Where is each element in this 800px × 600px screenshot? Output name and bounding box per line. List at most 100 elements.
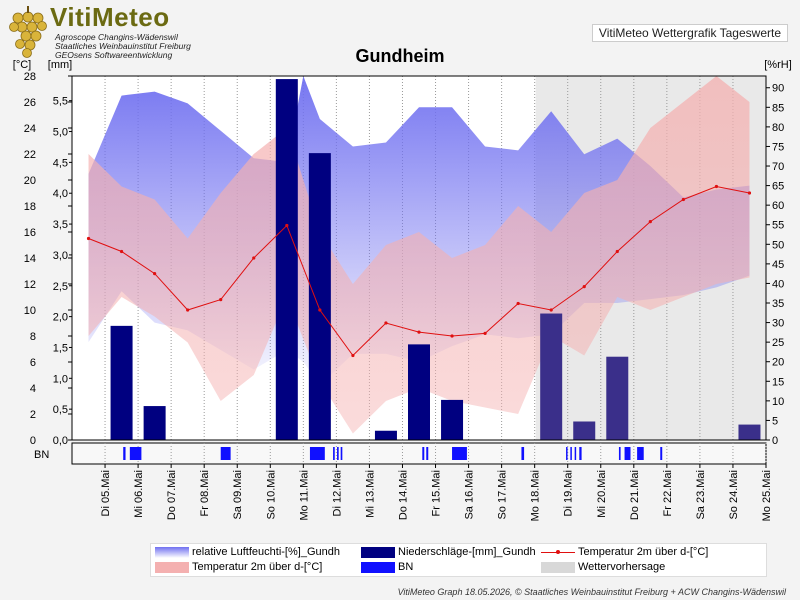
humidity-tick-label: 25 (772, 337, 784, 349)
legend-item-templine: Temperatur 2m über d-[°C] (541, 545, 708, 560)
temperature-point (615, 249, 619, 254)
bn-mark (123, 447, 126, 460)
humidity-tick-label: 70 (772, 161, 784, 173)
vitimeteo-logo: VitiMeteo Agroscope Changins-Wädenswil S… (6, 2, 196, 60)
humidity-tick-label: 65 (772, 181, 784, 193)
temp-tick-label: 16 (24, 227, 36, 239)
temperature-point (318, 308, 322, 312)
date-tick-label: Mo 18.Mai (530, 470, 542, 521)
rain-bar (374, 430, 397, 440)
date-tick-label: Di 05.Mai (100, 470, 112, 516)
temperature-point (582, 285, 586, 289)
humidity-tick-label: 80 (772, 122, 784, 134)
humidity-axis-label: [%rH] (764, 59, 792, 71)
legend-item-bn: BN (361, 560, 413, 575)
date-tick-label: Fr 08.Mai (199, 470, 211, 516)
date-tick-label: So 17.Mai (497, 470, 509, 520)
legend-label: Niederschläge-[mm]_Gundh (398, 546, 536, 558)
date-tick-label: Sa 09.Mai (232, 470, 244, 520)
graph-subtitle: VitiMeteo Wettergrafik Tageswerte (591, 24, 788, 42)
rain-bar (308, 153, 331, 440)
humidity-tick-label: 5 (772, 415, 778, 427)
humidity-tick-label: 90 (772, 83, 784, 95)
temperature-point (417, 330, 421, 334)
bn-mark (422, 447, 425, 460)
date-tick-label: Mo 11.Mai (298, 470, 310, 521)
temperature-point (516, 301, 520, 306)
legend-label: Temperatur 2m über d-[°C] (578, 546, 709, 558)
date-tick-label: Di 12.Mai (331, 470, 343, 516)
humidity-tick-label: 10 (772, 396, 784, 408)
rain-tick-label: 3,0 (53, 250, 68, 262)
temperature-point (119, 249, 124, 254)
bn-mark (340, 447, 343, 460)
temperature-point (252, 256, 256, 260)
humidity-tick-label: 0 (772, 435, 778, 447)
date-tick-label: Do 14.Mai (397, 470, 409, 520)
temperature-point (384, 321, 388, 325)
plot-layer (86, 76, 761, 440)
bn-mark (337, 447, 339, 460)
legend-swatch-humidity (155, 546, 189, 558)
temp-tick-label: 8 (30, 331, 36, 343)
bn-mark (618, 447, 621, 460)
humidity-tick-label: 30 (772, 318, 784, 330)
legend-label: Wettervorhersage (578, 561, 666, 573)
bn-mark (333, 447, 335, 460)
bn-mark (452, 447, 467, 460)
rain-bar (606, 356, 629, 440)
legend-swatch-forecast (541, 561, 575, 573)
bn-mark (129, 447, 142, 460)
humidity-tick-label: 20 (772, 357, 784, 369)
legend-label: Temperatur 2m über d-[°C] (192, 561, 323, 573)
date-tick-label: Mi 13.Mai (364, 470, 376, 518)
temp-tick-label: 20 (24, 175, 36, 187)
humidity-tick-label: 85 (772, 102, 784, 114)
grape-icon (9, 6, 47, 58)
temp-tick-label: 12 (24, 279, 36, 291)
bn-mark (309, 447, 325, 460)
bn-label: BN (34, 449, 49, 461)
temp-tick-label: 10 (24, 305, 36, 317)
rain-tick-label: 5,0 (53, 127, 68, 139)
rain-bar (110, 325, 133, 440)
date-tick-label: Do 21.Mai (629, 470, 641, 520)
logo-line-agroscope: Agroscope Changins-Wädenswil (55, 32, 178, 42)
temperature-point (153, 272, 157, 276)
humidity-tick-label: 45 (772, 259, 784, 271)
temp-tick-label: 24 (24, 123, 36, 135)
bn-mark (574, 447, 577, 460)
temperature-range-band (88, 76, 750, 434)
temp-tick-label: 28 (24, 71, 36, 83)
bn-strip (71, 442, 767, 465)
bn-mark (637, 447, 644, 460)
temp-tick-label: 6 (30, 357, 36, 369)
temperature-point (714, 184, 719, 189)
temperature-point (285, 223, 289, 228)
bn-mark (660, 447, 663, 460)
date-tick-label: Mi 06.Mai (133, 470, 145, 518)
bn-mark (566, 447, 568, 460)
humidity-tick-label: 60 (772, 200, 784, 212)
date-tick-label: Sa 16.Mai (464, 470, 476, 520)
legend-item-temprange: Temperatur 2m über d-[°C] (155, 560, 322, 575)
logo-line-weinbauinstitut: Staatliches Weinbauinstitut Freiburg (55, 41, 191, 51)
rain-tick-label: 2,0 (53, 312, 68, 324)
temperature-point (219, 298, 223, 302)
rain-bar (738, 424, 761, 440)
humidity-tick-label: 40 (772, 278, 784, 290)
legend-marker (556, 550, 560, 555)
rain-tick-label: 1,0 (53, 373, 68, 385)
rain-bar (573, 421, 596, 440)
legend-item-humidity: relative Luftfeuchti-[%]_Gundh (155, 545, 340, 560)
legend-swatch-rain (361, 546, 395, 558)
rain-tick-label: 3,5 (53, 219, 68, 231)
rain-bar (275, 79, 298, 440)
temp-tick-label: 2 (30, 409, 36, 421)
temp-axis-label: [°C] (13, 59, 31, 71)
rain-axis-label: [mm] (48, 59, 72, 71)
humidity-tick-label: 50 (772, 239, 784, 251)
humidity-tick-label: 15 (772, 376, 784, 388)
temp-tick-label: 14 (24, 253, 36, 265)
date-tick-label: Do 07.Mai (166, 470, 178, 520)
